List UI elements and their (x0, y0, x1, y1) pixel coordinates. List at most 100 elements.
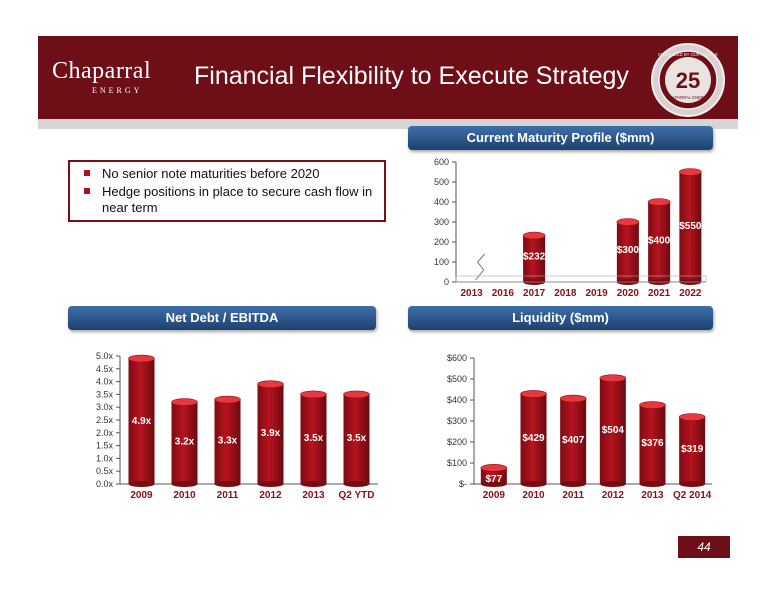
maturity-x-tick-label: 2018 (554, 288, 577, 299)
leverage-data-label: 3.5x (347, 433, 367, 444)
liquidity-chart-title: Liquidity ($mm) (408, 306, 713, 330)
liquidity-y-tick-label: $200 (447, 437, 467, 447)
seal-number: 25 (676, 68, 700, 93)
leverage-x-tick-label: 2013 (302, 490, 325, 501)
bullet-square-icon (84, 188, 90, 194)
logo-subtext: ENERGY (92, 86, 143, 95)
liquidity-y-tick-label: $400 (447, 395, 467, 405)
liquidity-bar (559, 394, 587, 487)
bullet-item: No senior note maturities before 2020 (84, 166, 376, 182)
bullet-text: Hedge positions in place to secure cash … (102, 184, 373, 215)
leverage-y-tick-label: 3.0x (96, 402, 114, 412)
page-title: Financial Flexibility to Execute Strateg… (194, 62, 629, 90)
leverage-y-tick-label: 2.0x (96, 428, 114, 438)
maturity-y-tick-label: 600 (434, 157, 449, 167)
maturity-x-tick-label: 2020 (617, 288, 640, 299)
maturity-data-label: $400 (648, 236, 671, 247)
liquidity-x-tick-label: Q2 2014 (673, 490, 712, 501)
slide: Chaparral ENERGY Financial Flexibility t… (38, 36, 738, 563)
liquidity-bar (599, 374, 627, 487)
leverage-y-tick-label: 0.5x (96, 466, 114, 476)
liquidity-x-tick-label: 2010 (522, 490, 545, 501)
leverage-bar (171, 398, 198, 487)
maturity-y-tick-label: 0 (444, 277, 449, 287)
leverage-x-tick-label: Q2 YTD (339, 490, 375, 501)
liquidity-x-tick-label: 2011 (562, 490, 584, 501)
seal-text: ENERGIZED BY OUR PEOPLE (658, 52, 718, 57)
maturity-data-label: $550 (679, 221, 702, 232)
header-divider (38, 119, 738, 129)
liquidity-data-label: $77 (485, 474, 502, 485)
bullet-square-icon (84, 170, 90, 176)
header-banner: Chaparral ENERGY Financial Flexibility t… (38, 36, 738, 119)
leverage-y-tick-label: 2.5x (96, 415, 114, 425)
leverage-bar (128, 354, 155, 487)
bullet-item: Hedge positions in place to secure cash … (84, 184, 376, 216)
bullet-text: No senior note maturities before 2020 (102, 166, 320, 181)
leverage-y-tick-label: 4.5x (96, 364, 114, 374)
leverage-bar (214, 395, 241, 487)
page-number: 44 (678, 536, 730, 558)
maturity-x-tick-label: 2021 (648, 288, 671, 299)
liquidity-x-tick-label: 2012 (602, 490, 625, 501)
maturity-y-tick-label: 200 (434, 237, 449, 247)
maturity-y-tick-label: 400 (434, 197, 449, 207)
maturity-y-tick-label: 300 (434, 217, 449, 227)
liquidity-data-label: $407 (562, 435, 585, 446)
maturity-y-tick-label: 100 (434, 257, 449, 267)
leverage-chart-title: Net Debt / EBITDA (68, 306, 376, 330)
leverage-x-tick-label: 2010 (173, 490, 196, 501)
liquidity-bar (520, 390, 547, 487)
leverage-y-tick-label: 1.0x (96, 453, 114, 463)
liquidity-data-label: $504 (602, 425, 625, 436)
leverage-bar (343, 390, 370, 487)
liquidity-bar (639, 401, 666, 487)
leverage-y-tick-label: 0.0x (96, 479, 114, 489)
liquidity-y-tick-label: $300 (447, 416, 467, 426)
leverage-x-tick-label: 2009 (130, 490, 153, 501)
leverage-data-label: 3.5x (304, 433, 324, 444)
leverage-y-tick-label: 3.5x (96, 389, 114, 399)
maturity-floor (455, 275, 707, 283)
key-points-box: No senior note maturities before 2020 He… (68, 160, 386, 222)
company-logo: Chaparral ENERGY (52, 58, 176, 98)
maturity-bar (616, 218, 640, 285)
leverage-chart: 0.0x 0.5x 1.0x 1.5x 2.0x 2.5x 3.0x 3.5x 4.0x 4.5x… (96, 351, 378, 501)
anniversary-seal-icon: 25 CHAPARRAL ENERGY ENERGIZED BY OUR PEO… (651, 43, 725, 117)
maturity-data-label: $300 (617, 245, 640, 256)
maturity-y-tick-label: 500 (434, 177, 449, 187)
liquidity-y-tick-label: $600 (447, 353, 467, 363)
leverage-data-label: 3.3x (218, 435, 238, 446)
leverage-y-tick-label: 4.0x (96, 377, 114, 387)
leverage-x-tick-label: 2012 (259, 490, 282, 501)
liquidity-bar (678, 413, 706, 487)
leverage-bar (300, 390, 327, 487)
maturity-x-tick-label: 2016 (492, 288, 515, 299)
maturity-data-label: $232 (523, 252, 546, 263)
leverage-data-label: 4.9x (132, 416, 152, 427)
leverage-y-tick-label: 1.5x (96, 441, 114, 451)
leverage-x-tick-label: 2011 (217, 490, 239, 501)
leverage-data-label: 3.2x (175, 437, 195, 448)
maturity-x-tick-label: 2022 (679, 288, 702, 299)
liquidity-chart: $- $100 $200 $300 $400 $500 $600 $77 2009 $429 201… (447, 353, 712, 501)
maturity-x-tick-label: 2013 (461, 288, 484, 299)
seal-brand: CHAPARRAL ENERGY (666, 95, 710, 100)
liquidity-data-label: $429 (522, 433, 545, 444)
maturity-axis-break (475, 253, 486, 281)
liquidity-x-tick-label: 2013 (641, 490, 664, 501)
maturity-x-tick-label: 2019 (586, 288, 609, 299)
liquidity-y-tick-label: $- (459, 479, 467, 489)
leverage-bar (257, 380, 284, 487)
maturity-x-tick-label: 2017 (523, 288, 546, 299)
maturity-bar (522, 231, 546, 285)
liquidity-x-tick-label: 2009 (483, 490, 506, 501)
logo-wordmark: Chaparral (52, 58, 152, 84)
maturity-bar (647, 198, 671, 285)
liquidity-data-label: $319 (681, 444, 704, 455)
maturity-chart-title: Current Maturity Profile ($mm) (408, 126, 713, 150)
leverage-y-tick-label: 5.0x (96, 351, 114, 361)
maturity-chart: 0 100 200 300 400 500 600 2013 2016 $232 2017 2018 2… (434, 157, 707, 299)
liquidity-bar (480, 464, 508, 487)
liquidity-data-label: $376 (641, 438, 664, 449)
